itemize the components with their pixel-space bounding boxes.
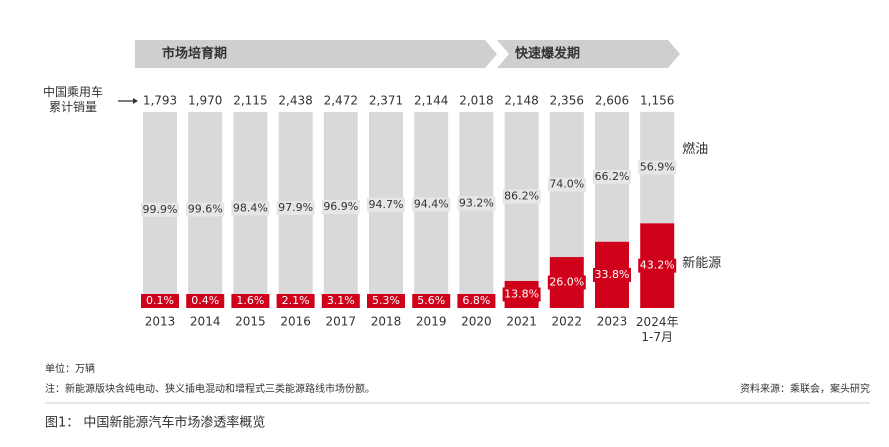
value-label: 86.2% xyxy=(504,189,539,202)
value-label: 94.4% xyxy=(414,198,449,211)
legend-label: 新能源 xyxy=(682,255,721,271)
caption: 图1： 中国新能源汽车市场渗透率概览 xyxy=(45,415,265,431)
value-label: 96.9% xyxy=(323,200,358,213)
label-bg xyxy=(231,294,270,308)
label-bg xyxy=(412,197,451,212)
value-label: 66.2% xyxy=(595,170,630,183)
label-bg xyxy=(186,294,225,308)
total-label: 2,356 xyxy=(550,94,584,108)
legend-label: 燃油 xyxy=(682,141,708,157)
source: 资料来源：乘联会，案头研究 xyxy=(740,382,870,395)
total-label: 2,472 xyxy=(324,94,358,108)
phase-banner xyxy=(497,40,680,68)
x-tick-label: 2020 xyxy=(461,315,492,329)
x-tick-label: 2014 xyxy=(190,315,221,329)
value-label: 74.0% xyxy=(549,178,584,191)
value-label: 97.9% xyxy=(278,201,313,214)
x-tick-label: 2019 xyxy=(416,315,447,329)
label-bg xyxy=(457,294,496,308)
x-tick-label: 2013 xyxy=(145,315,176,329)
label-bg xyxy=(457,196,496,211)
phase-label: 快速爆发期 xyxy=(515,46,580,62)
total-label: 2,371 xyxy=(369,94,403,108)
note: 注：新能源版块含纯电动、狭义插电混动和增程式三类能源路线市场份额。 xyxy=(45,382,375,395)
unit: 单位：万辆 xyxy=(45,362,95,375)
value-label: 93.2% xyxy=(459,196,494,209)
value-label: 94.7% xyxy=(369,198,404,211)
label-bg xyxy=(412,294,451,308)
x-tick-label: 2017 xyxy=(326,315,357,329)
total-label: 2,018 xyxy=(459,94,493,108)
value-label: 26.0% xyxy=(549,276,584,289)
value-label: 33.8% xyxy=(595,268,630,281)
label-bg xyxy=(141,202,179,217)
value-label: 0.4% xyxy=(191,294,219,307)
label-bg xyxy=(141,294,179,308)
value-label: 5.6% xyxy=(417,294,445,307)
value-label: 56.9% xyxy=(640,161,675,174)
label-bg xyxy=(593,267,631,282)
x-tick-label: 2022 xyxy=(552,315,583,329)
label-bg xyxy=(593,169,631,184)
arrow-head xyxy=(133,98,138,104)
x-tick-label: 2024年 1-7月 xyxy=(636,315,679,344)
x-tick-label: 2021 xyxy=(506,315,537,329)
label-bg xyxy=(547,177,586,192)
label-bg xyxy=(638,258,677,273)
label-bg xyxy=(186,202,225,217)
label-bg xyxy=(638,160,677,175)
phase-banner xyxy=(135,40,497,68)
totals-label: 中国乘用车累计销量 xyxy=(43,84,103,114)
total-label: 1,793 xyxy=(143,94,177,108)
value-label: 1.6% xyxy=(236,294,264,307)
value-label: 2.1% xyxy=(282,294,310,307)
value-label: 6.8% xyxy=(462,294,490,307)
value-label: 99.6% xyxy=(188,203,223,216)
value-label: 99.9% xyxy=(143,203,178,216)
total-label: 1,970 xyxy=(188,94,222,108)
value-label: 0.1% xyxy=(146,294,174,307)
total-label: 1,156 xyxy=(640,94,674,108)
value-label: 43.2% xyxy=(640,259,675,272)
total-label: 2,606 xyxy=(595,94,629,108)
label-bg xyxy=(276,200,315,215)
phase-label: 市场培育期 xyxy=(162,46,227,62)
label-bg xyxy=(367,294,405,308)
label-bg xyxy=(276,294,315,308)
value-label: 13.8% xyxy=(504,287,539,300)
x-tick-label: 2015 xyxy=(235,315,266,329)
label-bg xyxy=(502,287,541,302)
label-bg xyxy=(547,275,586,290)
value-label: 3.1% xyxy=(327,294,355,307)
value-label: 5.3% xyxy=(372,294,400,307)
total-label: 2,144 xyxy=(414,94,448,108)
x-tick-label: 2016 xyxy=(280,315,311,329)
label-bg xyxy=(502,189,541,204)
total-label: 2,148 xyxy=(504,94,538,108)
total-label: 2,115 xyxy=(233,94,267,108)
x-tick-label: 2018 xyxy=(371,315,402,329)
label-bg xyxy=(321,294,360,308)
total-label: 2,438 xyxy=(278,94,312,108)
x-tick-label: 2023 xyxy=(597,315,628,329)
label-bg xyxy=(231,201,270,216)
label-bg xyxy=(321,199,360,214)
label-bg xyxy=(367,197,405,212)
value-label: 98.4% xyxy=(233,201,268,214)
